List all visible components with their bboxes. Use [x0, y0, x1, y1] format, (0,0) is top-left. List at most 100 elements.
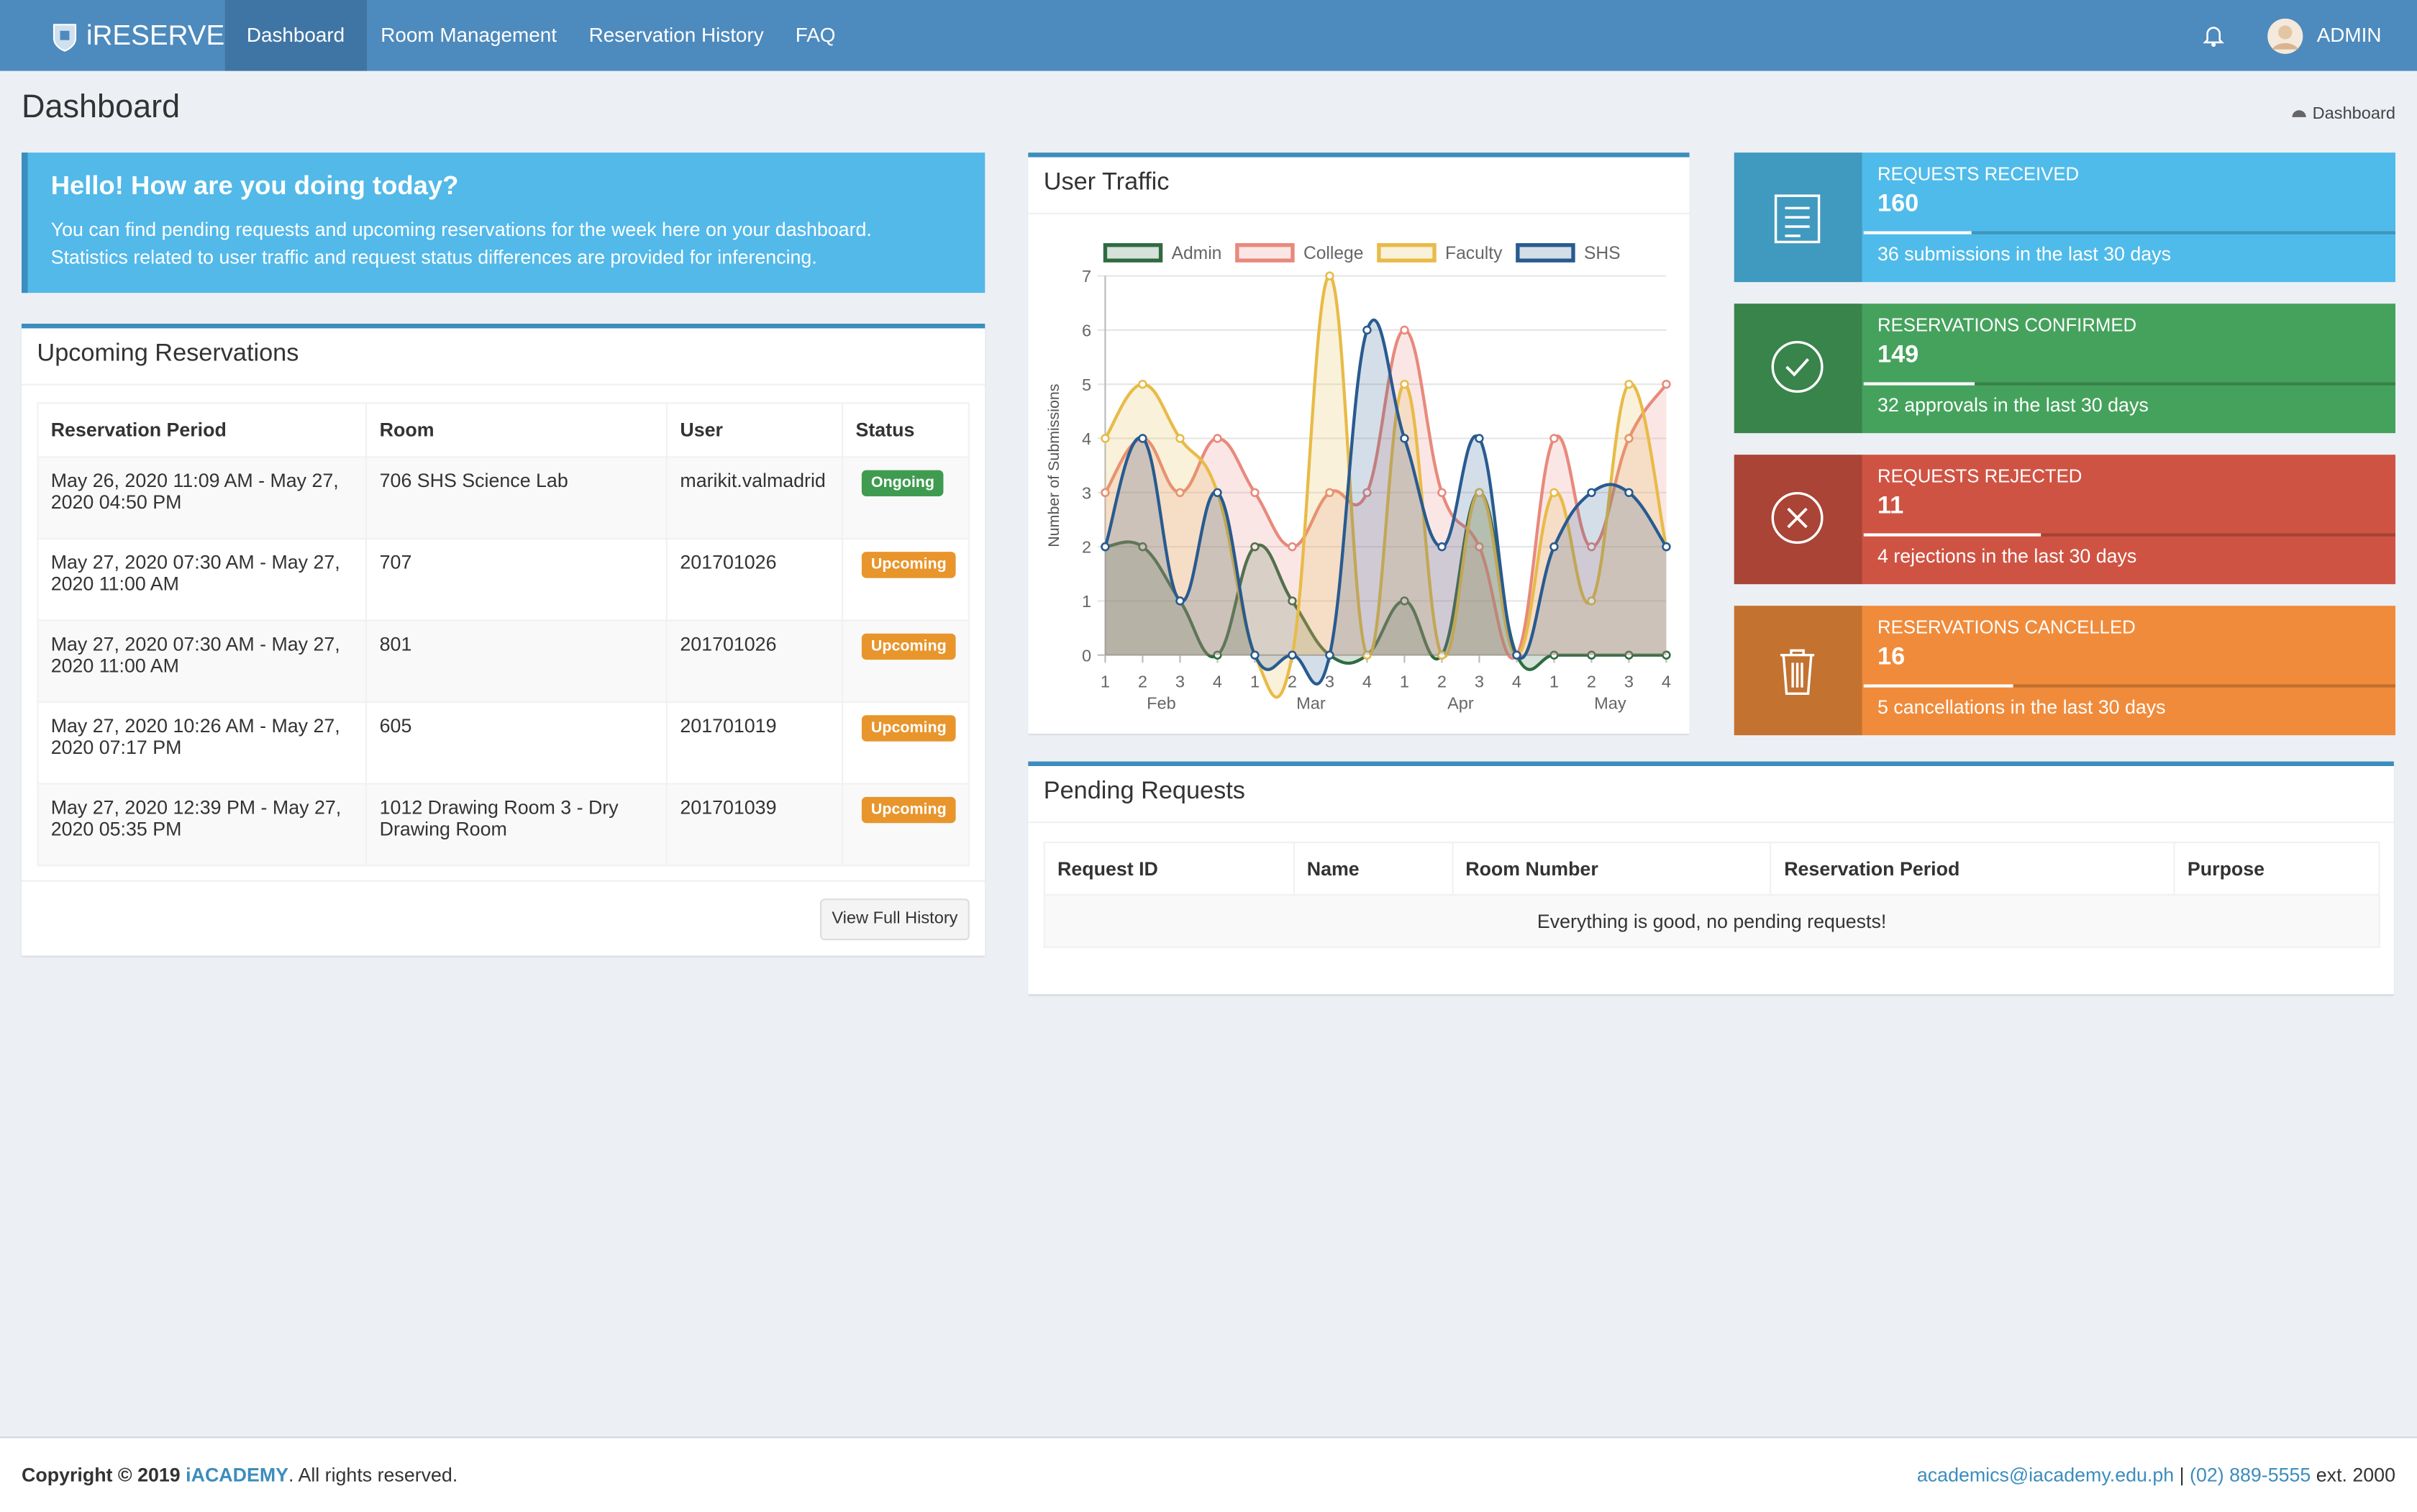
- status-cell: Upcoming: [842, 619, 970, 703]
- data-point: [1549, 488, 1559, 498]
- period-cell: May 26, 2020 11:09 AM - May 27, 2020 04:…: [37, 456, 368, 539]
- data-point: [1325, 488, 1334, 498]
- notification-bell[interactable]: [2203, 23, 2225, 47]
- nav-item[interactable]: Dashboard: [224, 0, 367, 71]
- x-tick-label: 1: [1250, 673, 1260, 691]
- data-point: [1325, 650, 1334, 660]
- data-point: [1624, 488, 1634, 498]
- email-link[interactable]: academics@iacademy.edu.ph: [1916, 1464, 2175, 1486]
- progress-fill: [1863, 382, 1975, 386]
- stat-icon: [1774, 194, 1821, 244]
- series-line: [1103, 274, 1668, 699]
- column-header: Room: [365, 402, 668, 458]
- column-header: Status: [842, 402, 970, 458]
- extension: ext. 2000: [2316, 1464, 2395, 1486]
- status-cell: Upcoming: [842, 783, 970, 867]
- data-point: [1213, 650, 1222, 660]
- room-cell: 1012 Drawing Room 3 - Dry Drawing Room: [365, 783, 668, 867]
- user-cell: 201701026: [666, 537, 844, 621]
- data-point: [1250, 650, 1260, 660]
- nav-item[interactable]: Room Management: [381, 23, 557, 47]
- series-area: [1105, 319, 1667, 684]
- legend-swatch: [1103, 243, 1163, 263]
- table-header: Request ID Name Room Number Reservation Per…: [1043, 841, 2380, 896]
- nav-item[interactable]: Reservation History: [588, 23, 764, 47]
- legend-swatch: [1516, 243, 1575, 263]
- data-point: [1587, 488, 1596, 498]
- status-cell: Ongoing: [842, 456, 970, 539]
- status-badge: Ongoing: [862, 470, 944, 496]
- navbar: iRESERVE Dashboard Room Management Reser…: [0, 0, 2417, 71]
- separator: |: [2179, 1464, 2185, 1486]
- data-point: [1325, 271, 1334, 281]
- data-point: [1437, 488, 1447, 498]
- welcome-callout: Hello! How are you doing today? You can …: [22, 152, 986, 293]
- data-point: [1362, 325, 1372, 335]
- stat-box: REQUESTS RECEIVED 160 36 submissions in th…: [1734, 152, 2395, 283]
- user-cell: 201701019: [666, 701, 844, 785]
- stat-value: 16: [1877, 644, 1906, 671]
- data-point: [1288, 596, 1297, 606]
- data-point: [1213, 488, 1222, 498]
- callout-text: Statistics related to user traffic and r…: [50, 246, 817, 268]
- progress-fill: [1863, 533, 2042, 537]
- upcoming-box: Upcoming Reservations Reservation Period…: [22, 324, 986, 956]
- page-title: Dashboard: [22, 89, 181, 125]
- data-point: [1400, 379, 1409, 389]
- x-tick-label: 1: [1549, 673, 1559, 691]
- period-cell: May 27, 2020 07:30 AM - May 27, 2020 11:…: [37, 619, 368, 703]
- data-point: [1288, 650, 1297, 660]
- room-cell: 707: [365, 537, 668, 621]
- user-name[interactable]: ADMIN: [2316, 23, 2382, 47]
- month-label: May: [1594, 694, 1626, 713]
- brand-name: iRESERVE: [86, 19, 225, 51]
- avatar[interactable]: [2267, 18, 2303, 54]
- stat-icon-area: [1734, 606, 1862, 736]
- legend-swatch: [1235, 243, 1295, 263]
- table-row: May 27, 2020 07:30 AM - May 27, 2020 11:…: [37, 537, 970, 621]
- y-tick-label: 4: [1082, 429, 1091, 448]
- data-point: [1250, 488, 1260, 498]
- data-point: [1101, 488, 1110, 498]
- month-label: Mar: [1296, 694, 1326, 713]
- progress-track: [1863, 533, 2395, 537]
- y-tick-label: 0: [1082, 646, 1091, 665]
- status-badge: Upcoming: [862, 552, 956, 578]
- table-row: May 27, 2020 10:26 AM - May 27, 2020 07:…: [37, 701, 970, 785]
- x-tick-label: 2: [1437, 673, 1447, 691]
- data-point: [1400, 434, 1409, 443]
- y-tick-label: 3: [1082, 483, 1091, 502]
- data-point: [1587, 650, 1596, 660]
- data-point: [1624, 434, 1634, 443]
- divider: [22, 383, 986, 386]
- org-link[interactable]: iACADEMY: [186, 1464, 289, 1486]
- series-area: [1105, 329, 1667, 659]
- data-point: [1288, 542, 1297, 552]
- stat-icon-area: [1734, 455, 1862, 585]
- breadcrumb[interactable]: Dashboard: [2291, 104, 2395, 124]
- series-area: [1105, 275, 1667, 698]
- nav-item[interactable]: FAQ: [795, 23, 836, 47]
- legend-label: College: [1303, 244, 1364, 263]
- data-point: [1512, 650, 1521, 660]
- room-cell: 605: [365, 701, 668, 785]
- callout-title: Hello! How are you doing today?: [50, 170, 459, 201]
- breadcrumb-text: Dashboard: [2312, 104, 2395, 124]
- column-header: Reservation Period: [1770, 841, 2175, 896]
- table-row: May 27, 2020 07:30 AM - May 27, 2020 11:…: [37, 619, 970, 703]
- callout-text: You can find pending requests and upcomi…: [50, 219, 872, 241]
- stat-box: REQUESTS REJECTED 11 4 rejections in the l…: [1734, 455, 2395, 585]
- view-history-button[interactable]: View Full History: [820, 898, 970, 941]
- chart-title: User Traffic: [1043, 169, 1170, 196]
- brand[interactable]: iRESERVE: [51, 0, 225, 71]
- progress-fill: [1863, 684, 2013, 688]
- x-tick-label: 3: [1175, 673, 1185, 691]
- stat-icon-area: [1734, 304, 1862, 434]
- y-tick-label: 2: [1082, 538, 1091, 557]
- data-point: [1437, 650, 1447, 660]
- data-point: [1475, 542, 1484, 552]
- data-point: [1662, 379, 1671, 389]
- breadcrumb-icon: [2292, 110, 2306, 117]
- phone-link[interactable]: (02) 889-5555: [2190, 1464, 2311, 1486]
- legend-label: Admin: [1172, 244, 1222, 263]
